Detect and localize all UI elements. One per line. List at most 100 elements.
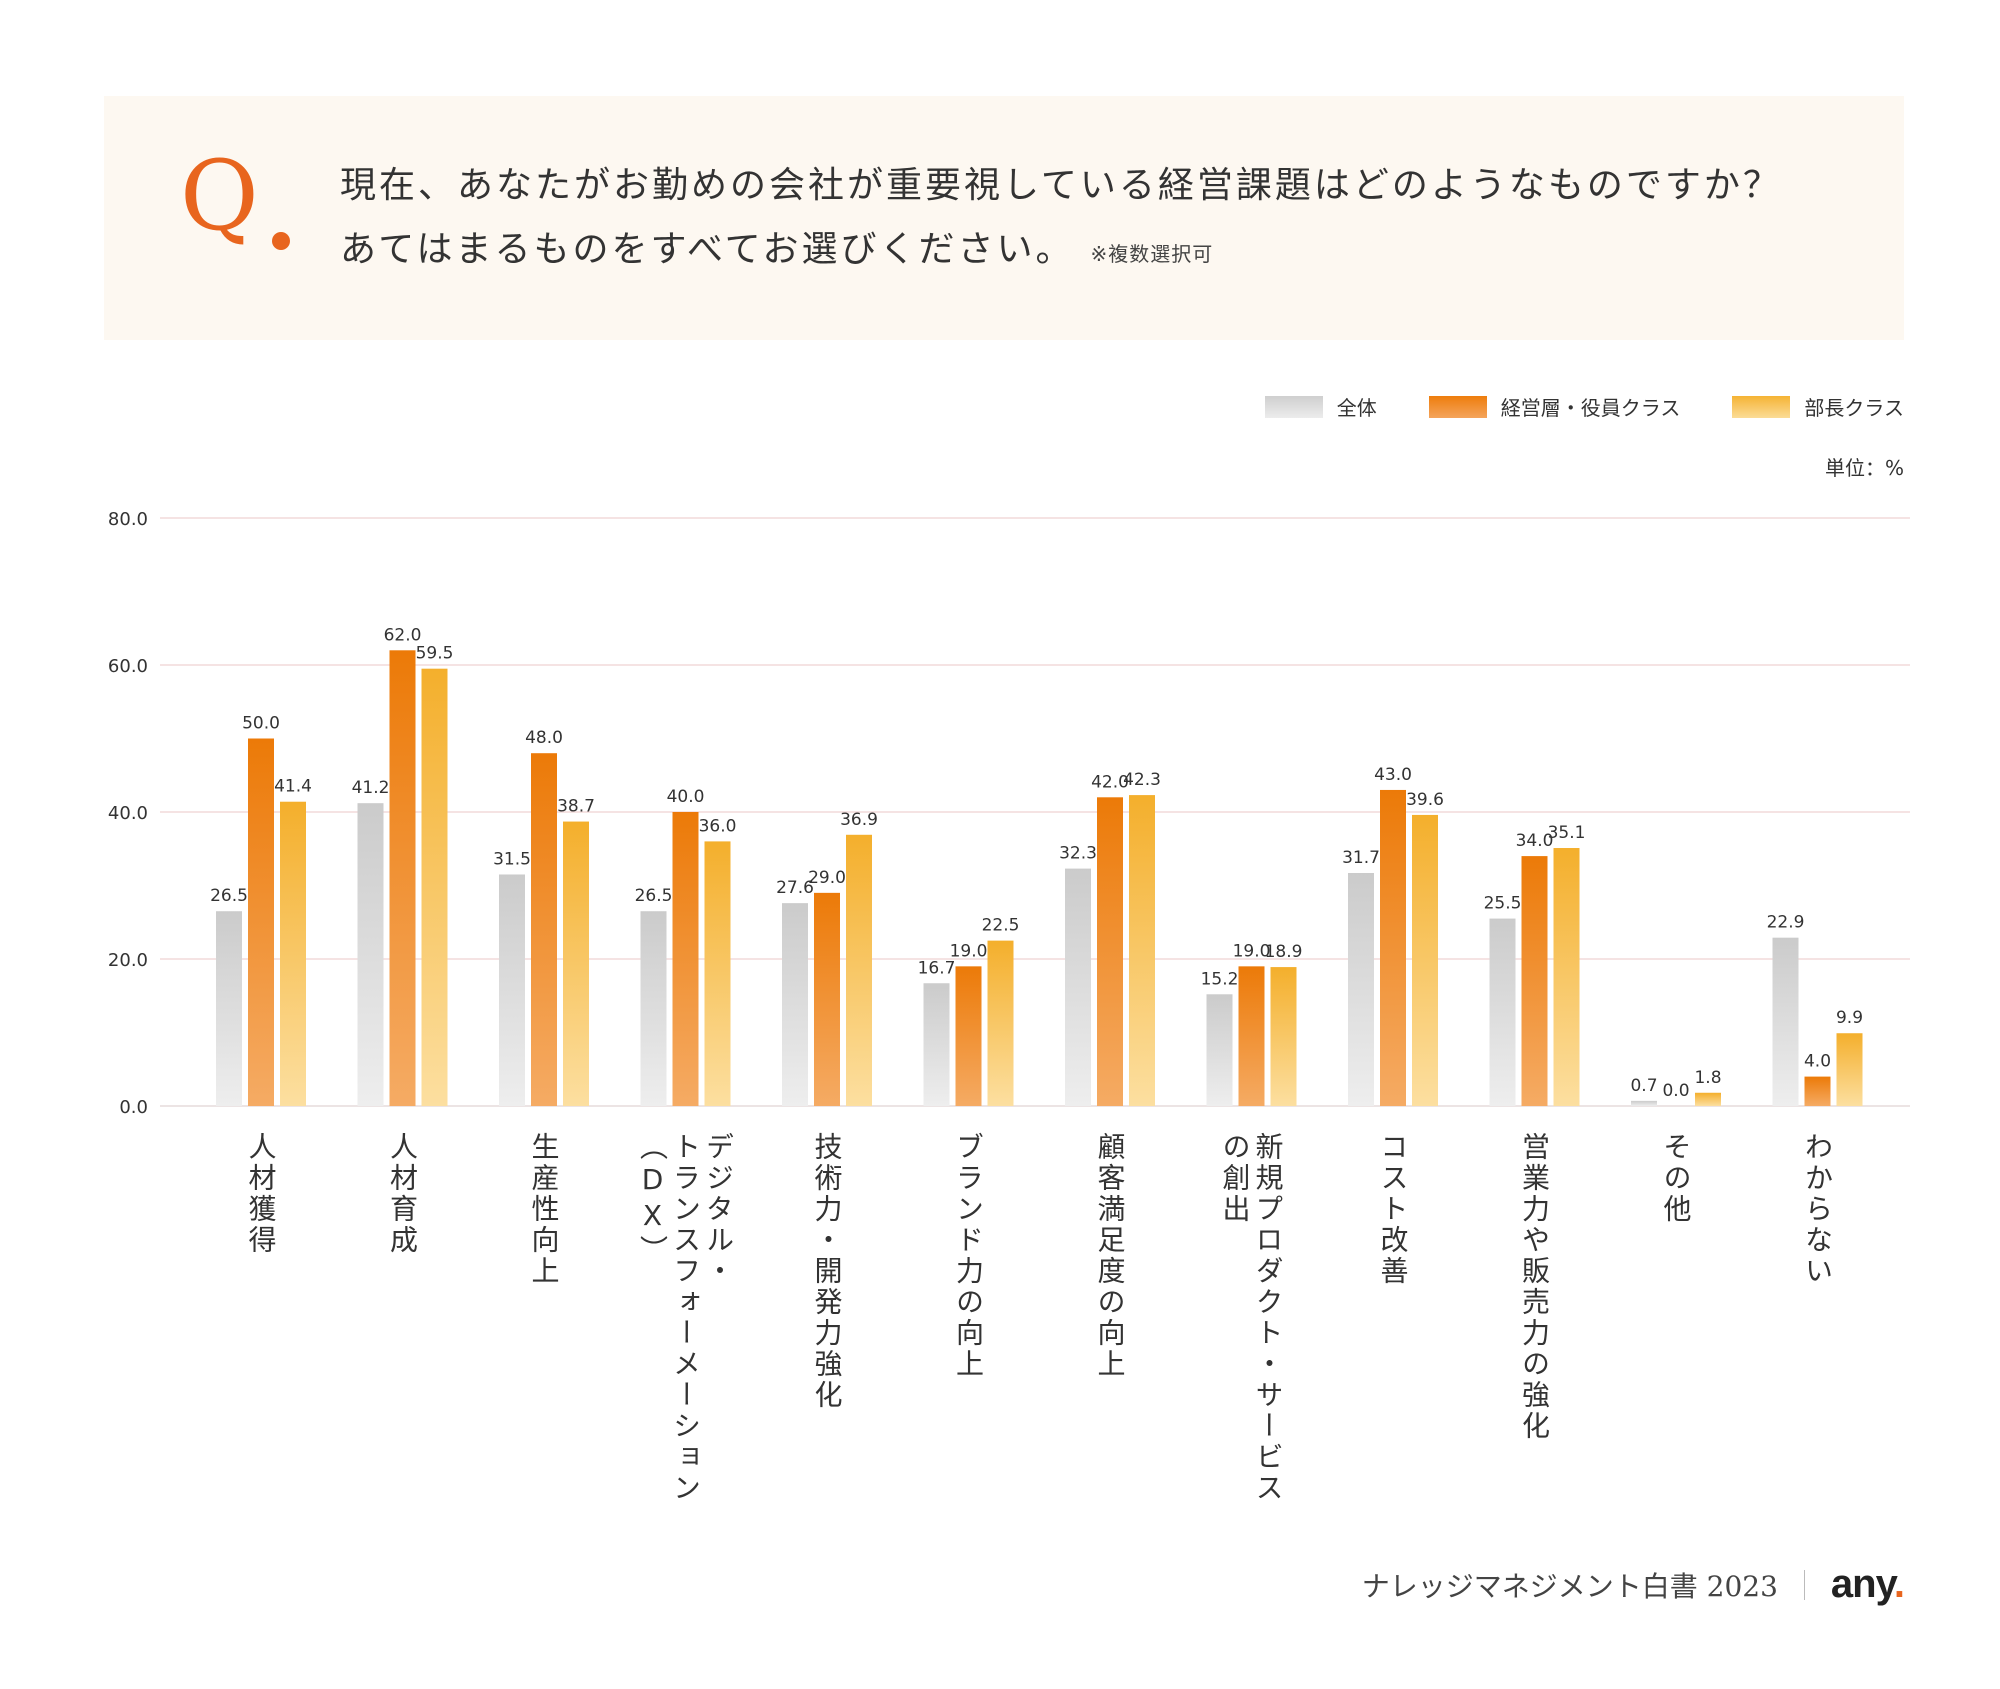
data-label: 31.5 [493, 849, 531, 869]
bar-all [499, 874, 525, 1106]
legend-label-exec: 経営層・役員クラス [1500, 396, 1681, 420]
category-label: その他 [1660, 1132, 1693, 1225]
data-label: 40.0 [667, 787, 705, 807]
bar-all [1631, 1100, 1657, 1106]
data-label: 41.2 [352, 778, 390, 798]
category-label: デジタル・ [702, 1132, 735, 1287]
data-label: 43.0 [1374, 765, 1412, 785]
data-label: 62.0 [384, 625, 422, 645]
bar-manager [1412, 814, 1438, 1106]
bar-exec [531, 753, 557, 1106]
y-tick-label: 20.0 [108, 950, 148, 971]
data-label: 48.0 [525, 728, 563, 748]
bar-all [923, 983, 950, 1106]
category-label: 営業力や販売力の強化 [1518, 1132, 1551, 1442]
data-label: 36.0 [699, 816, 737, 836]
data-label: 31.7 [1342, 848, 1380, 868]
data-label: 26.5 [210, 886, 248, 906]
bar-manager [1129, 795, 1155, 1106]
legend-label-all: 全体 [1336, 396, 1377, 420]
data-label: 0.0 [1662, 1081, 1689, 1101]
data-label: 22.9 [1767, 913, 1805, 933]
data-label: 25.5 [1484, 894, 1522, 914]
data-label: 4.0 [1804, 1052, 1831, 1072]
bar-manager [563, 821, 589, 1106]
data-label: 32.3 [1059, 844, 1097, 864]
bar-exec [814, 892, 840, 1106]
bar-exec [1380, 789, 1406, 1106]
question-line-2: あてはまるものをすべてお選びください。 ※複数選択可 [340, 220, 1213, 272]
data-label: 41.4 [274, 777, 312, 797]
data-label: 1.8 [1694, 1068, 1721, 1088]
bar-all [1206, 994, 1233, 1106]
question-box: Q 現在、あなたがお勤めの会社が重要視している経営課題はどのようなものですか？ … [104, 96, 1904, 340]
legend-swatch-exec [1428, 395, 1487, 418]
category-label: 生産性向上 [528, 1132, 561, 1287]
legend-item-all: 全体 [1264, 392, 1377, 421]
bar-all [1489, 918, 1516, 1106]
bar-manager [1270, 967, 1297, 1106]
bar-exec [248, 738, 274, 1106]
category-label: 人材獲得 [245, 1132, 278, 1256]
legend-item-exec: 経営層・役員クラス [1428, 392, 1681, 421]
data-label: 29.0 [808, 868, 846, 888]
y-tick-label: 80.0 [108, 509, 148, 530]
data-label: 19.0 [1233, 941, 1271, 961]
category-label: （DX） [636, 1132, 669, 1266]
bar-manager [1695, 1092, 1721, 1106]
y-tick-label: 0.0 [119, 1097, 148, 1118]
bar-exec [1238, 966, 1265, 1106]
question-line-2-text: あてはまるものをすべてお選びください。 [340, 229, 1075, 270]
question-note: ※複数選択可 [1090, 242, 1214, 266]
data-label: 39.6 [1406, 790, 1444, 810]
data-label: 34.0 [1516, 831, 1554, 851]
data-label: 15.2 [1201, 969, 1239, 989]
bar-exec [1521, 856, 1548, 1106]
legend-label-manager: 部長クラス [1804, 396, 1904, 420]
bar-manager [280, 801, 306, 1106]
data-label: 9.9 [1836, 1008, 1863, 1028]
legend: 全体 経営層・役員クラス 部長クラス [1264, 392, 1904, 421]
bar-all [1065, 868, 1091, 1106]
bar-manager [704, 841, 731, 1106]
data-label: 42.0 [1091, 772, 1129, 792]
data-label: 22.5 [982, 916, 1020, 936]
category-label: 技術力・開発力強化 [811, 1132, 844, 1411]
bar-all [357, 803, 384, 1106]
bar-manager [987, 940, 1014, 1106]
y-tick-label: 60.0 [108, 656, 148, 677]
logo-text: any [1830, 1562, 1895, 1606]
category-label: 顧客満足度の向上 [1094, 1132, 1127, 1380]
data-label: 16.7 [918, 958, 956, 978]
category-label: 人材育成 [386, 1132, 419, 1256]
bar-manager [1836, 1033, 1863, 1106]
logo-dot: . [1893, 1562, 1905, 1606]
q-mark: Q [180, 140, 259, 252]
data-label: 27.6 [776, 878, 814, 898]
q-dot [272, 232, 290, 250]
bar-manager [1553, 848, 1580, 1106]
footer-divider [1803, 1569, 1805, 1600]
data-label: 0.7 [1630, 1076, 1657, 1096]
bar-exec [1097, 797, 1123, 1106]
data-label: 19.0 [950, 941, 988, 961]
question-line-1: 現在、あなたがお勤めの会社が重要視している経営課題はどのようなものですか？ [340, 165, 1782, 206]
data-label: 38.7 [557, 797, 595, 817]
data-label: 18.9 [1265, 942, 1303, 962]
legend-swatch-all [1264, 395, 1323, 418]
category-label: コスト改善 [1377, 1132, 1410, 1287]
data-label: 59.5 [416, 644, 454, 664]
bar-exec [955, 966, 982, 1106]
unit-label: 単位：% [1824, 456, 1904, 480]
legend-item-manager: 部長クラス [1732, 392, 1904, 421]
data-label: 50.0 [242, 714, 280, 734]
y-tick-label: 40.0 [108, 803, 148, 824]
bar-manager [421, 668, 448, 1106]
any-logo: any. [1830, 1562, 1905, 1607]
footer-source: ナレッジマネジメント白書 2023 [1361, 1569, 1778, 1603]
bar-all [216, 911, 242, 1106]
bar-manager [846, 834, 872, 1106]
bar-all [782, 903, 808, 1106]
category-label: の創出 [1219, 1132, 1252, 1225]
